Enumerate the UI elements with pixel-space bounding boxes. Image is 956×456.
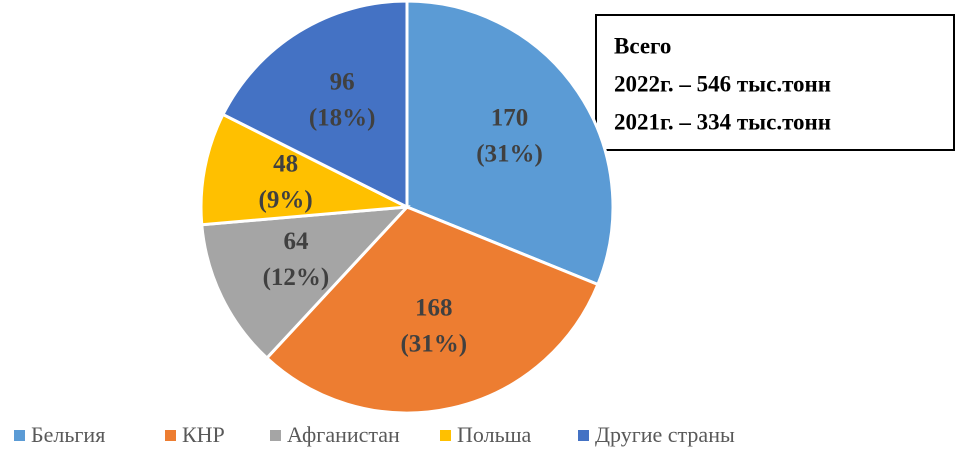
legend-swatch [165,430,176,441]
legend-label: Бельгия [31,422,105,447]
data-label: (31%) [400,330,467,357]
pie-slice [405,0,615,287]
data-label: 48 [273,150,298,177]
pie-slice [264,205,600,415]
annotation-line: 2021г. – 334 тыс.тонн [614,109,831,134]
data-label: 170 [491,105,529,132]
legend-label: Польша [457,422,532,447]
data-label: (18%) [309,105,376,132]
pie-slice [220,0,409,210]
annotation-line: 2022г. – 546 тыс.тонн [614,71,831,96]
data-label: 168 [415,294,453,321]
legend-swatch [270,430,281,441]
legend-label: Афганистан [287,422,400,447]
data-label: (31%) [476,141,543,168]
legend-swatch [578,430,589,441]
legend-label: КНР [182,422,225,447]
pie-slice [200,205,411,361]
annotation-line: Всего [614,33,671,58]
legend-swatch [440,430,451,441]
legend-swatch [14,430,25,441]
legend-label: Другие страны [595,422,735,447]
data-label: 96 [330,69,355,96]
data-label: (12%) [263,264,330,291]
data-label: 64 [283,228,309,255]
data-label: (9%) [259,186,313,213]
annotation-box [595,14,955,151]
pie-slice [199,112,413,227]
